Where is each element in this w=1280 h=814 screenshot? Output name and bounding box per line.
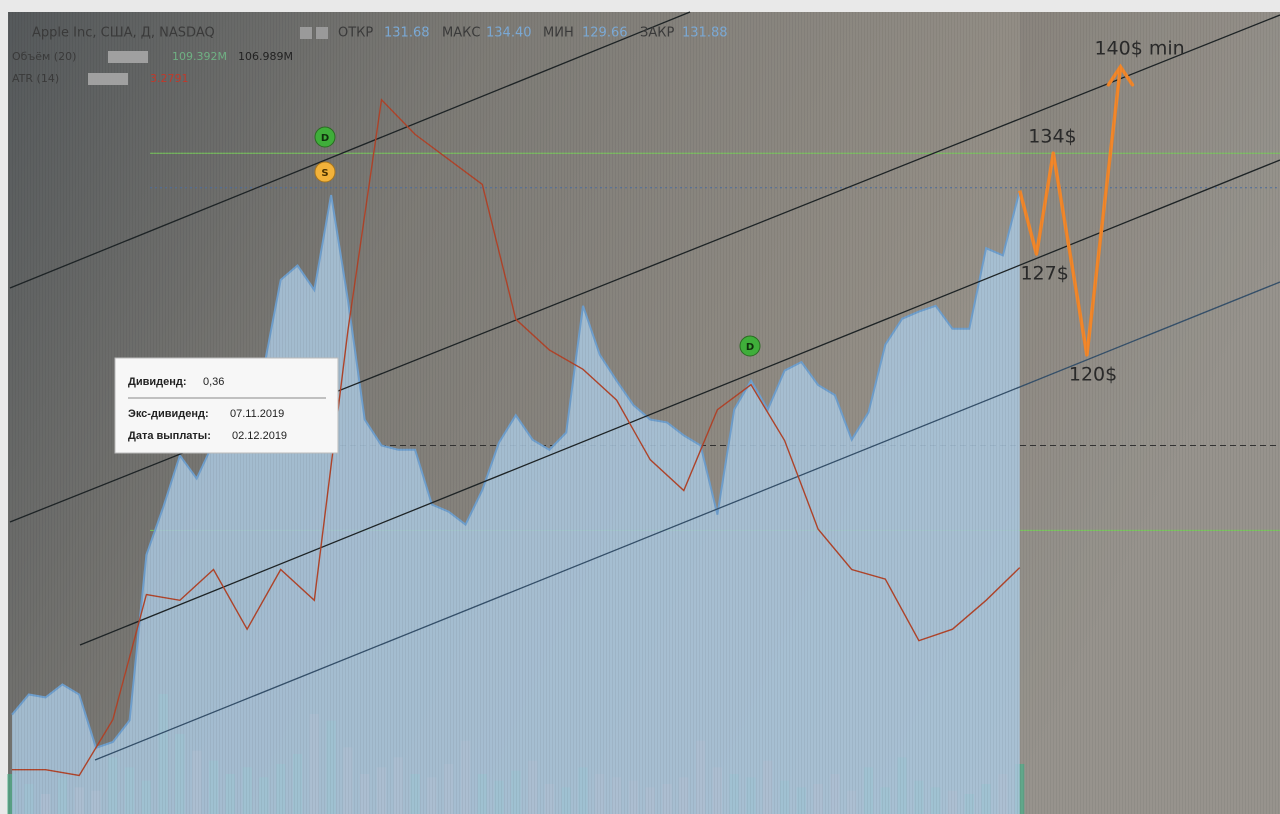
icon	[316, 27, 328, 39]
marker[interactable]	[739, 335, 761, 357]
high-value: 134.40	[486, 26, 532, 41]
icon	[300, 27, 312, 39]
tooltip-value: 02.12.2019	[232, 430, 287, 442]
low-label: МИН	[543, 26, 574, 41]
volume-label: Объём (20)	[12, 50, 76, 63]
tooltip-label: Дивиденд:	[128, 376, 187, 388]
symbol: Apple Inc, США, Д, NASDAQ	[32, 26, 215, 41]
close-value: 131.88	[682, 26, 728, 41]
header: Apple Inc, США, Д, NASDAQ ОТКР 131.68 МА…	[12, 26, 728, 85]
atr-value: 3.2791	[150, 72, 189, 85]
close-label: ЗАКР	[640, 26, 674, 41]
tooltip: Дивиденд: 0,36 Экс-дивиденд: 07.11.2019 …	[114, 357, 339, 454]
low-value: 129.66	[582, 26, 628, 41]
dividend-markers: D S D	[314, 126, 761, 357]
marker-label: S	[321, 168, 328, 179]
high-label: МАКС	[442, 26, 480, 41]
tooltip-box	[114, 357, 339, 454]
tooltip-value: 0,36	[203, 376, 224, 388]
volume-value: 106.989M	[238, 50, 293, 63]
marker[interactable]	[314, 126, 336, 148]
volume-ma: 109.392M	[172, 50, 227, 63]
marker-label: D	[321, 133, 329, 144]
open-value: 131.68	[384, 26, 430, 41]
tooltip-value: 07.11.2019	[230, 408, 284, 420]
tooltip-label: Экс-дивиденд:	[128, 408, 209, 420]
marker[interactable]	[314, 161, 336, 183]
tooltip-label: Дата выплаты:	[128, 430, 211, 442]
marker-label: D	[746, 342, 754, 353]
icon	[88, 73, 128, 85]
open-label: ОТКР	[338, 26, 373, 41]
icon	[108, 51, 148, 63]
atr-label: ATR (14)	[12, 72, 59, 85]
